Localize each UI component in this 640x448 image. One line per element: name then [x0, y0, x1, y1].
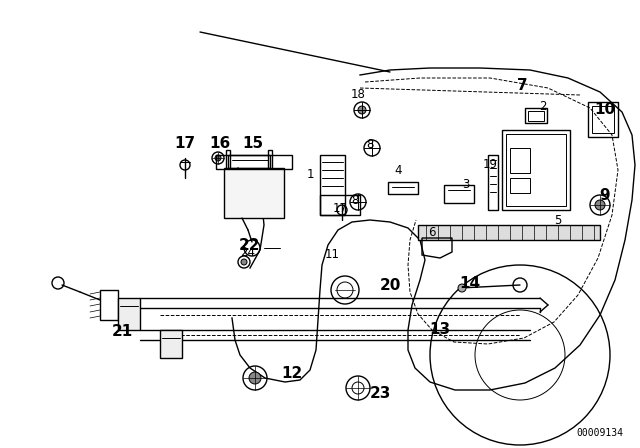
Text: 10: 10	[595, 103, 616, 117]
Bar	[510, 178, 530, 193]
Text: 00009134: 00009134	[577, 428, 623, 438]
Bar	[224, 168, 284, 218]
Text: 3: 3	[462, 178, 470, 191]
Text: 22: 22	[239, 237, 260, 253]
Bar	[592, 106, 614, 133]
Bar	[488, 155, 498, 210]
Text: 7: 7	[516, 78, 527, 92]
Text: 6: 6	[428, 227, 436, 240]
Circle shape	[249, 372, 261, 384]
Text: 9: 9	[600, 188, 611, 202]
Text: 20: 20	[380, 277, 401, 293]
Circle shape	[215, 155, 221, 161]
Circle shape	[241, 259, 247, 265]
Text: 19: 19	[483, 159, 497, 172]
Bar	[502, 130, 570, 210]
Text: 1: 1	[307, 168, 314, 181]
Text: 12: 12	[282, 366, 303, 380]
Text: 21: 21	[111, 324, 132, 340]
Bar	[506, 134, 566, 206]
Text: 17: 17	[175, 135, 196, 151]
Text: 2: 2	[540, 100, 547, 113]
Text: 17: 17	[333, 202, 348, 215]
Bar	[418, 225, 600, 240]
Circle shape	[358, 106, 366, 114]
Text: 13: 13	[429, 323, 451, 337]
Bar	[444, 185, 474, 203]
Text: 11: 11	[324, 249, 339, 262]
Text: 24: 24	[241, 246, 255, 259]
Bar	[216, 155, 292, 169]
Text: 14: 14	[460, 276, 481, 290]
Text: 8: 8	[351, 194, 358, 207]
Text: 18: 18	[351, 89, 365, 102]
Circle shape	[458, 284, 466, 292]
Polygon shape	[118, 298, 140, 330]
Text: 16: 16	[209, 135, 230, 151]
Text: 23: 23	[369, 385, 390, 401]
Text: 4: 4	[394, 164, 402, 177]
Bar	[588, 102, 618, 137]
Bar	[388, 182, 418, 194]
Bar	[525, 108, 547, 123]
Bar	[510, 148, 530, 173]
Text: 8: 8	[366, 138, 374, 151]
Text: 15: 15	[243, 135, 264, 151]
Text: 5: 5	[554, 214, 562, 227]
Polygon shape	[160, 330, 182, 358]
Circle shape	[595, 200, 605, 210]
Bar	[528, 111, 544, 121]
